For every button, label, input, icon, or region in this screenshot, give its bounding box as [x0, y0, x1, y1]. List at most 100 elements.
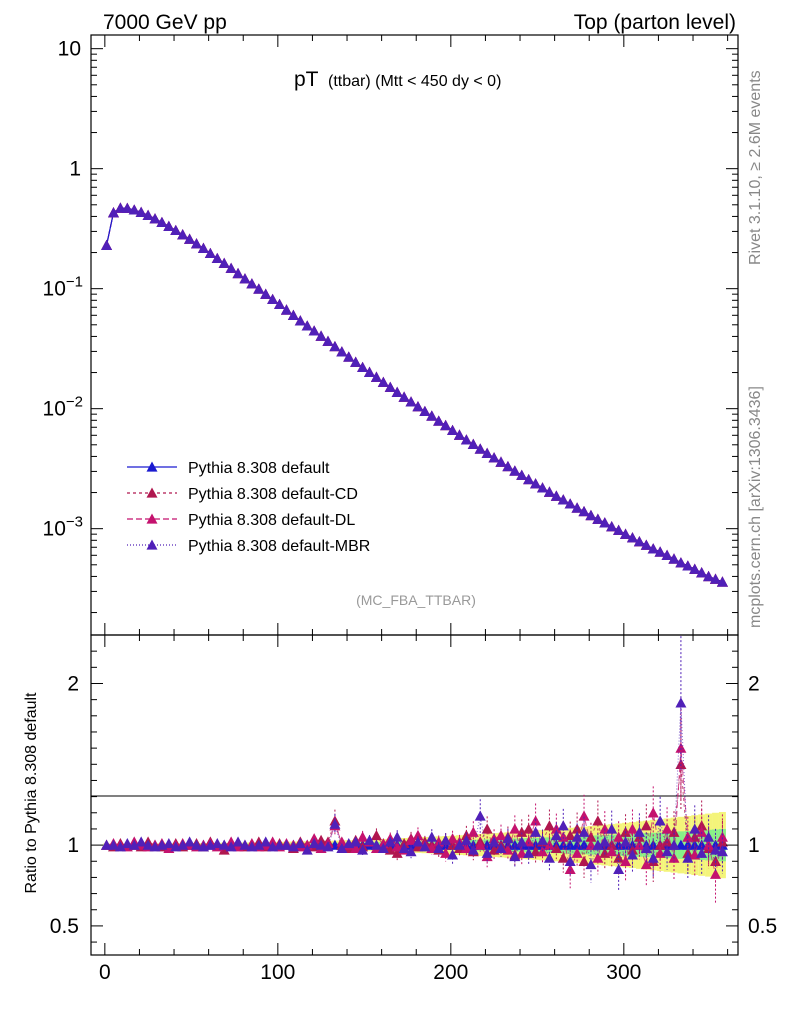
- ratio-point: [308, 837, 320, 849]
- data-point: [682, 560, 694, 571]
- ratio-point: [613, 831, 625, 842]
- data-point: [661, 549, 673, 560]
- header-left: 7000 GeV pp: [103, 11, 227, 34]
- y-tick-base: 10: [58, 38, 81, 61]
- data-point: [592, 513, 604, 524]
- ratio-point: [412, 829, 424, 841]
- ratio-point: [523, 823, 535, 834]
- ratio-point: [606, 839, 618, 850]
- data-point: [197, 242, 209, 253]
- data-point: [343, 351, 355, 362]
- ratio-point: [523, 847, 535, 858]
- ratio-point: [557, 852, 569, 863]
- data-point: [626, 532, 638, 543]
- data-point: [426, 410, 438, 421]
- ratio-point: [620, 836, 632, 847]
- ratio-point: [163, 837, 175, 849]
- ratio-panel: 2 2 1 1 0.5 0.5 Ratio to Pythia 8.308 default: [23, 634, 777, 956]
- ratio-point: [357, 844, 369, 855]
- data-point: [703, 570, 715, 582]
- ratio-point: [398, 842, 410, 854]
- ratio-point: [696, 826, 708, 837]
- data-point: [301, 320, 313, 331]
- ratio-point: [703, 831, 715, 842]
- ratio-point: [135, 836, 147, 847]
- ratio-point: [668, 826, 680, 837]
- ratio-point: [460, 834, 472, 845]
- data-point: [170, 224, 182, 236]
- ratio-point: [557, 820, 569, 831]
- ratio-point: [336, 836, 348, 847]
- data-point: [543, 486, 555, 497]
- ratio-point: [578, 810, 590, 821]
- ratio-point: [516, 826, 528, 837]
- data-point: [578, 506, 590, 517]
- data-point: [329, 340, 341, 352]
- ratio-point: [114, 841, 126, 852]
- legend-marker: [146, 539, 158, 550]
- data-point: [716, 576, 728, 587]
- ratio-point: [585, 831, 597, 842]
- data-point: [647, 543, 659, 554]
- y-tick-base: 10: [43, 518, 66, 541]
- ratio-point: [357, 831, 369, 842]
- data-point: [232, 267, 244, 279]
- ratio-point: [447, 849, 459, 860]
- data-point: [654, 546, 666, 557]
- plot-title-main: pT: [294, 68, 319, 91]
- ratio-point: [640, 858, 652, 870]
- ratio-point: [689, 823, 701, 834]
- ratio-point: [509, 823, 521, 834]
- ratio-point: [447, 833, 459, 844]
- ratio-point: [370, 829, 382, 841]
- ratio-point: [377, 842, 389, 854]
- ratio-point: [232, 836, 244, 847]
- ratio-point: [606, 823, 618, 834]
- data-point: [239, 273, 251, 284]
- ratio-point: [661, 823, 673, 834]
- ratio-point: [336, 842, 348, 854]
- data-point: [121, 202, 133, 213]
- data-point: [350, 356, 362, 367]
- data-point: [253, 283, 265, 294]
- data-point: [107, 207, 119, 218]
- y-tick-base: 10: [43, 398, 66, 421]
- ratio-point: [225, 841, 237, 852]
- ratio-point: [350, 842, 362, 854]
- ratio-point: [592, 852, 604, 863]
- ratio-point: [101, 839, 113, 850]
- data-point: [419, 405, 431, 417]
- data-point: [218, 257, 230, 268]
- data-point: [184, 233, 196, 244]
- ratio-point: [467, 844, 479, 855]
- data-point: [391, 386, 403, 397]
- data-point: [640, 539, 652, 550]
- ratio-y-label: Ratio to Pythia 8.308 default: [23, 692, 40, 894]
- data-point: [523, 473, 535, 485]
- ratio-point: [606, 846, 618, 857]
- ratio-point: [364, 834, 376, 845]
- data-point: [613, 524, 625, 535]
- ratio-point: [460, 842, 472, 854]
- main-panel-marks: [101, 202, 728, 587]
- data-point: [474, 443, 486, 454]
- legend-label: Pythia 8.308 default: [188, 460, 330, 477]
- data-point: [481, 447, 493, 458]
- data-point: [675, 557, 687, 568]
- ratio-point: [142, 839, 154, 850]
- data-point: [453, 429, 465, 440]
- plot-title-sub: (ttbar) (Mtt < 450 dy < 0): [328, 73, 501, 90]
- ratio-point: [495, 842, 507, 854]
- ratio-point: [453, 839, 465, 850]
- ratio-point: [405, 834, 417, 845]
- ratio-point: [440, 834, 452, 845]
- ratio-point: [668, 839, 680, 850]
- data-point: [260, 288, 272, 299]
- analysis-tag: (MC_FBA_TTBAR): [356, 592, 476, 608]
- ratio-point: [495, 829, 507, 841]
- data-point: [488, 452, 500, 463]
- ratio-point: [384, 836, 396, 847]
- ratio-point: [592, 839, 604, 850]
